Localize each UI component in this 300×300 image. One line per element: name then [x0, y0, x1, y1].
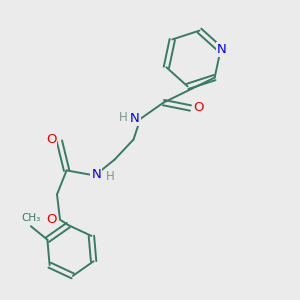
Text: N: N	[130, 112, 140, 125]
Text: O: O	[46, 133, 56, 146]
Text: H: H	[118, 111, 127, 124]
Text: O: O	[193, 101, 203, 114]
Text: CH₃: CH₃	[21, 213, 40, 223]
Text: O: O	[46, 213, 57, 226]
Text: N: N	[217, 43, 227, 56]
Text: N: N	[92, 168, 101, 181]
Text: H: H	[105, 170, 114, 184]
